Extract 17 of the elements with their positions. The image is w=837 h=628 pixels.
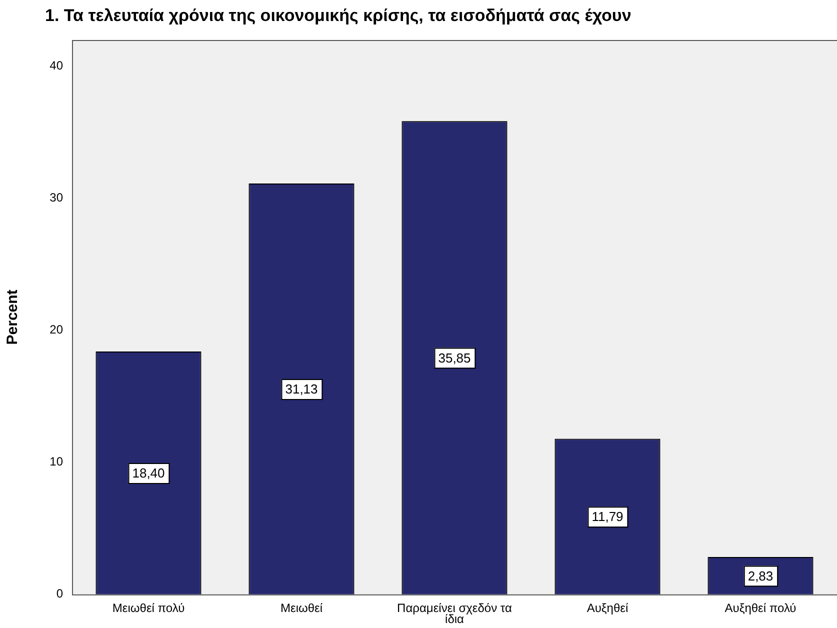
x-tick-label: Μειωθεί πολύ (112, 601, 185, 616)
data-label: 11,79 (592, 509, 624, 524)
y-axis-title: Percent (4, 290, 22, 345)
x-tick-label: Αυξηθεί (586, 601, 628, 616)
data-label: 35,85 (438, 350, 471, 366)
y-tick-label: 10 (50, 454, 64, 469)
y-tick-label: 40 (50, 58, 64, 73)
data-label: 2,83 (748, 568, 774, 584)
x-tick-label: Μειωθεί (280, 601, 323, 616)
x-tick-label: Αυξηθεί πολύ (724, 601, 796, 616)
y-tick-label: 30 (50, 190, 64, 205)
x-tick-label: Παραμείνει σχεδόν τα ίδια (397, 601, 512, 626)
data-label: 18,40 (132, 466, 165, 481)
data-label: 31,13 (285, 382, 318, 397)
chart-title: 1. Τα τελευταία χρόνια της οικονομικής κρίσης, τα εισοδήματά σας έχουν (45, 6, 632, 26)
y-tick-label: 20 (50, 322, 64, 337)
y-tick-label: 0 (56, 586, 64, 601)
